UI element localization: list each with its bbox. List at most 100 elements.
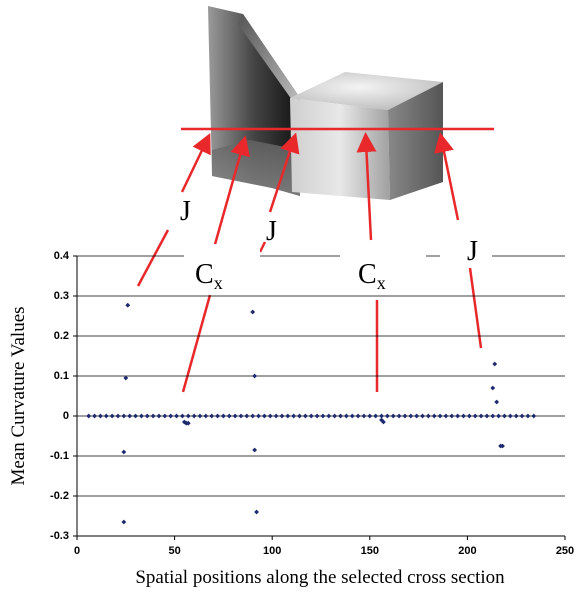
point <box>500 443 505 449</box>
y-tick-label: -0.2 <box>50 490 69 502</box>
point <box>256 413 261 419</box>
x-axis-label: Spatial positions along the selected cro… <box>135 567 505 588</box>
point <box>425 413 431 419</box>
annotation: J <box>467 236 478 267</box>
point <box>133 413 138 419</box>
point <box>420 413 425 419</box>
y-tick-label: 0.1 <box>54 370 69 382</box>
point <box>92 413 97 419</box>
point <box>531 413 537 419</box>
y-tick-label: 0.3 <box>54 290 69 302</box>
point <box>297 413 302 419</box>
point <box>115 413 121 419</box>
point <box>338 413 343 419</box>
annotation-labels: J Cx J Cx J <box>180 196 492 293</box>
point <box>507 413 513 419</box>
x-tick-label: 200 <box>458 545 476 557</box>
y-axis-label: Mean Curvature Values <box>8 306 29 485</box>
point <box>232 413 238 419</box>
point <box>168 413 174 419</box>
point <box>502 413 507 419</box>
point <box>494 399 500 405</box>
point <box>314 413 320 419</box>
point <box>279 413 285 419</box>
point <box>361 413 367 419</box>
point <box>443 413 449 419</box>
point <box>402 413 408 419</box>
point <box>156 413 162 419</box>
point <box>492 361 498 367</box>
point <box>466 413 472 419</box>
point <box>185 420 191 426</box>
point <box>191 413 197 419</box>
point <box>490 413 496 419</box>
point <box>431 413 437 419</box>
point <box>226 413 232 419</box>
x-tick-label: 150 <box>361 545 379 557</box>
x-tick-label: 50 <box>168 545 180 557</box>
point <box>203 413 209 419</box>
point <box>98 413 103 419</box>
point <box>127 413 133 419</box>
annotation: J <box>180 196 191 227</box>
point <box>455 413 461 419</box>
point <box>150 413 156 419</box>
point <box>408 413 414 419</box>
point <box>181 419 187 425</box>
point <box>121 519 127 525</box>
point <box>449 413 455 419</box>
point <box>461 413 466 419</box>
point <box>185 413 191 419</box>
point <box>254 509 259 515</box>
point <box>121 449 127 455</box>
y-tick-label: 0 <box>63 410 69 422</box>
point <box>273 413 279 419</box>
annotation: Cx <box>195 259 223 293</box>
point <box>144 413 150 419</box>
point <box>162 413 168 419</box>
y-tick-label: 0.4 <box>54 250 70 262</box>
point <box>252 373 258 379</box>
x-tick-label: 100 <box>263 545 281 557</box>
annotation: J <box>266 216 277 247</box>
point <box>519 413 525 419</box>
point <box>320 413 326 419</box>
plot-area: -0.3 -0.2 -0.1 0 0.1 0.2 0.3 0.4 0 50 100 150 200 250 <box>50 250 574 557</box>
x-tick-label: 250 <box>556 545 574 557</box>
point <box>252 447 258 453</box>
point <box>291 413 297 419</box>
point <box>381 419 386 425</box>
point <box>379 413 384 419</box>
point <box>390 413 396 419</box>
point <box>125 302 131 308</box>
point <box>326 413 332 419</box>
point <box>308 413 314 419</box>
point <box>373 413 379 419</box>
point <box>384 413 390 419</box>
point <box>109 413 115 419</box>
annotation: Cx <box>358 259 386 293</box>
point <box>478 413 484 419</box>
point <box>244 413 250 419</box>
point <box>349 413 355 419</box>
point <box>472 413 478 419</box>
point <box>221 413 226 419</box>
point <box>180 413 185 419</box>
point <box>513 413 519 419</box>
point <box>121 413 127 419</box>
point <box>86 413 92 419</box>
x-tick-label: 0 <box>74 545 80 557</box>
y-tick-label: 0.2 <box>54 330 69 342</box>
y-tick-label: -0.3 <box>50 530 69 542</box>
point <box>123 375 129 381</box>
point <box>396 413 402 419</box>
point <box>261 413 267 419</box>
point <box>139 413 144 419</box>
y-tick-label: -0.1 <box>50 450 69 462</box>
point <box>496 413 502 419</box>
point <box>250 413 256 419</box>
point <box>267 413 273 419</box>
point <box>414 413 420 419</box>
point <box>490 385 496 391</box>
